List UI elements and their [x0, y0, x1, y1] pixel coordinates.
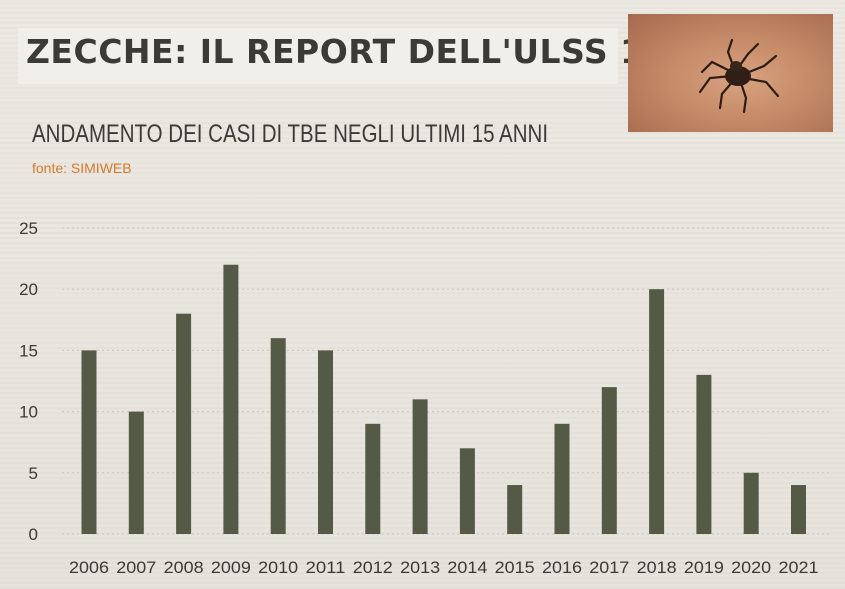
x-tick-label: 2016	[542, 558, 582, 577]
x-tick-label: 2007	[116, 558, 156, 577]
bar-chart: 0 5 10 15 20 25 2006 2007 2008 2009 2010 2011 2012 20…	[19, 219, 830, 577]
x-tick-label: 2021	[779, 558, 819, 577]
bar	[601, 387, 617, 534]
bar	[176, 313, 192, 534]
bar	[81, 350, 97, 534]
x-tick-label: 2018	[637, 558, 677, 577]
headline-band	[18, 28, 618, 84]
bar	[791, 485, 806, 534]
y-tick-label: 0	[29, 525, 38, 544]
chart-source: fonte: SIMIWEB	[32, 160, 132, 176]
bar	[128, 411, 144, 534]
bar	[649, 289, 665, 534]
x-tick-label: 2013	[400, 558, 440, 577]
x-tick-label: 2019	[684, 558, 724, 577]
y-tick-label: 10	[19, 403, 38, 422]
x-tick-label: 2006	[69, 558, 109, 577]
x-tick-label: 2012	[353, 558, 393, 577]
x-tick-label: 2010	[258, 558, 298, 577]
bar	[318, 350, 333, 534]
bar	[554, 423, 570, 534]
y-tick-label: 25	[19, 219, 38, 238]
bar	[696, 374, 712, 534]
bar	[743, 472, 759, 534]
bar	[270, 338, 286, 534]
bar	[507, 485, 523, 534]
bar	[365, 423, 381, 534]
chart-title: ANDAMENTO DEI CASI DI TBE NEGLI ULTIMI 1…	[32, 120, 549, 148]
bar	[412, 399, 428, 534]
x-tick-label: 2014	[447, 558, 487, 577]
x-tick-label: 2011	[306, 558, 346, 577]
tick-icon	[698, 38, 780, 114]
bar	[223, 264, 239, 534]
y-tick-label: 15	[19, 341, 38, 360]
y-tick-label: 20	[19, 280, 38, 299]
y-tick-label: 5	[29, 464, 38, 483]
x-tick-label: 2017	[589, 558, 629, 577]
x-tick-label: 2009	[211, 558, 251, 577]
tick-photo	[628, 14, 833, 132]
headline: ZECCHE: IL REPORT DELL'ULSS 1	[26, 32, 644, 71]
x-tick-label: 2015	[495, 558, 535, 577]
x-tick-label: 2020	[731, 558, 771, 577]
bar	[459, 448, 475, 534]
x-tick-label: 2008	[164, 558, 204, 577]
